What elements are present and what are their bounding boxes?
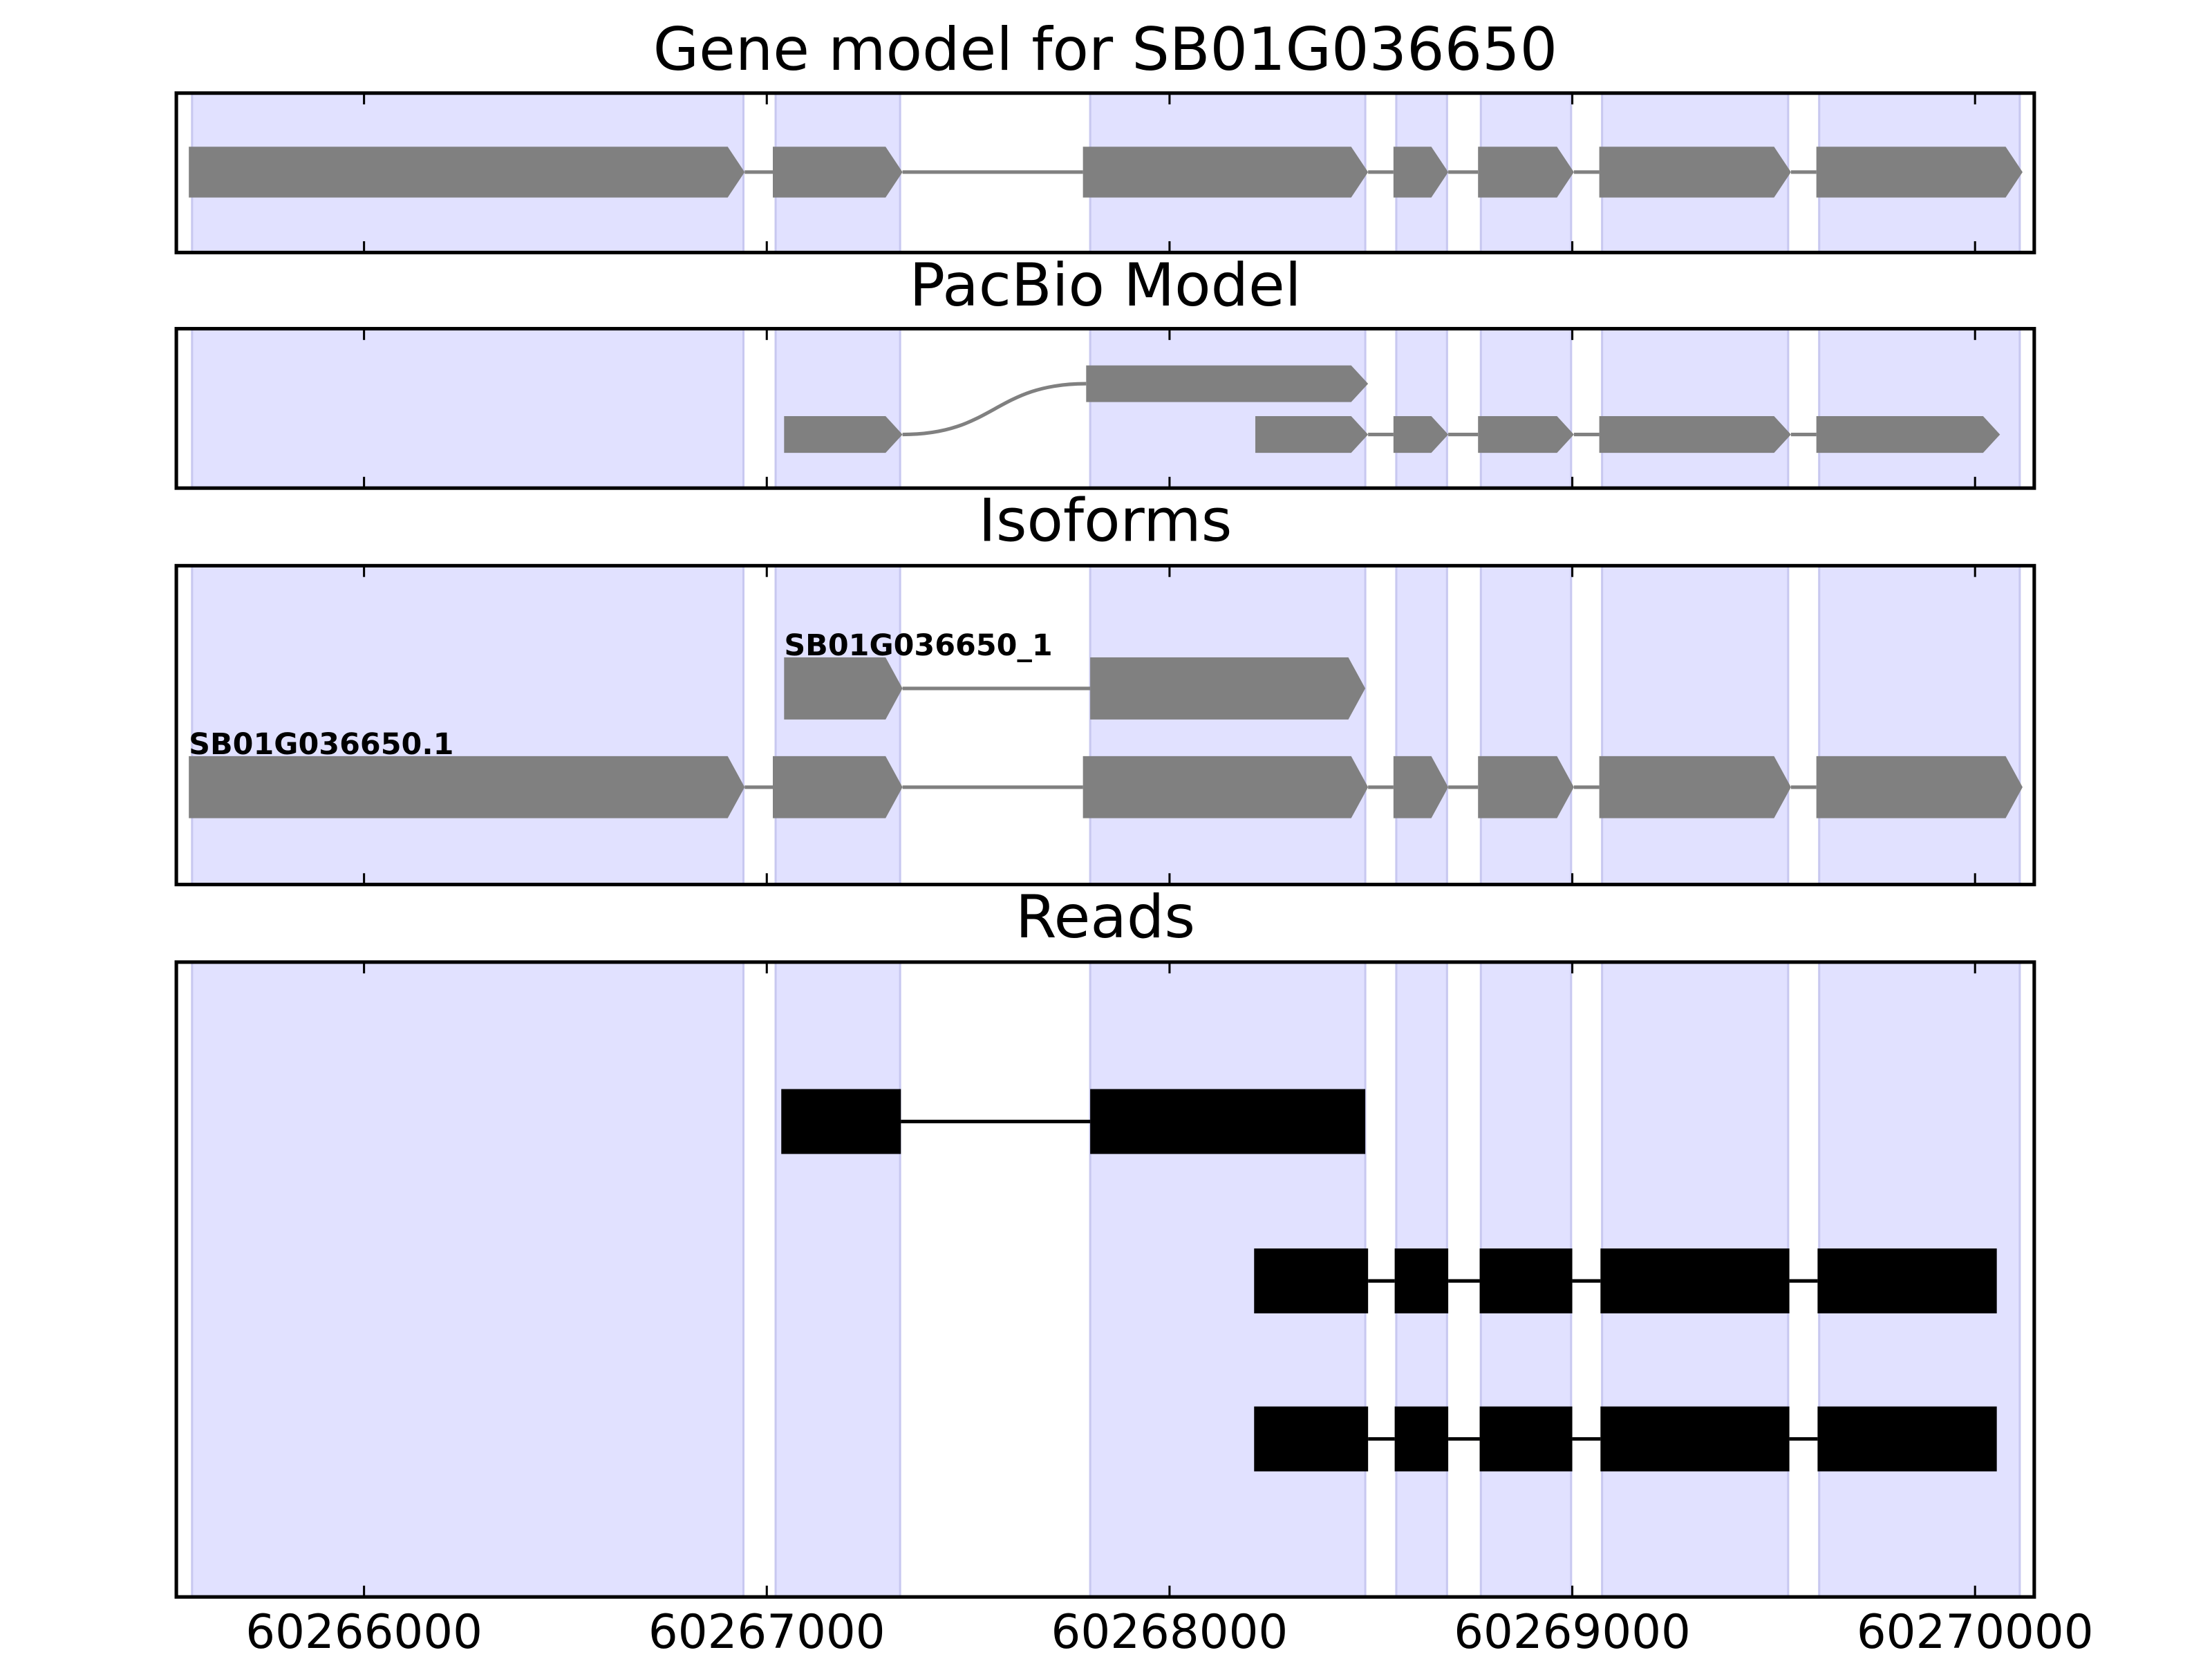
exon — [1393, 756, 1449, 818]
panel-title: Isoforms — [979, 487, 1232, 556]
exon-region — [1479, 564, 1573, 886]
read-block — [1254, 1248, 1369, 1313]
exon — [1599, 756, 1791, 818]
exon — [1816, 416, 2000, 453]
exon-region — [1089, 564, 1367, 886]
exon — [773, 756, 903, 818]
exon-region — [191, 327, 745, 489]
exon — [773, 147, 903, 198]
exon — [784, 416, 903, 453]
read-block — [1394, 1406, 1449, 1472]
panel-frame — [174, 91, 2036, 254]
exon-region — [774, 564, 901, 886]
exon — [1478, 147, 1574, 198]
panel-title: Reads — [1015, 883, 1195, 952]
exon-region — [1395, 327, 1448, 489]
read-block — [1817, 1406, 1997, 1472]
isoform-label: SB01G036650_1 — [784, 628, 1052, 663]
panel-frame — [174, 563, 2036, 887]
exon-region — [1601, 564, 1790, 886]
read-block — [1479, 1406, 1573, 1472]
exon — [1393, 147, 1449, 198]
exon — [1090, 657, 1366, 720]
intron — [902, 382, 1087, 437]
exon — [1599, 416, 1791, 453]
exon-region — [1089, 327, 1367, 489]
exon — [1478, 756, 1574, 818]
x-tick-label: 60268000 — [1051, 1604, 1288, 1659]
read-block — [781, 1089, 901, 1154]
exon — [1082, 147, 1369, 198]
exon — [189, 147, 745, 198]
exon — [1082, 756, 1369, 818]
exon — [784, 657, 903, 720]
exon-region — [1601, 327, 1790, 489]
exon — [1816, 147, 2023, 198]
exon-region — [774, 961, 901, 1598]
panel-title: Gene model for SB01G036650 — [653, 15, 1557, 84]
exon-region — [774, 327, 901, 489]
x-tick-label: 60266000 — [245, 1604, 482, 1659]
exon-region — [1395, 564, 1448, 886]
exon — [1086, 365, 1369, 402]
exon — [1816, 756, 2023, 818]
exon — [1599, 147, 1791, 198]
exon-region — [1818, 564, 2021, 886]
read-block — [1254, 1406, 1369, 1472]
isoform-label: SB01G036650.1 — [189, 727, 453, 762]
panel-title: PacBio Model — [909, 251, 1301, 320]
read-block — [1600, 1406, 1790, 1472]
panel-frame — [174, 960, 2036, 1599]
exon — [1478, 416, 1574, 453]
exon — [1393, 416, 1449, 453]
read-block — [1090, 1089, 1366, 1154]
x-tick-label: 60267000 — [648, 1604, 885, 1659]
read-block — [1600, 1248, 1790, 1313]
read-block — [1479, 1248, 1573, 1313]
read-block — [1817, 1248, 1997, 1313]
panel-frame — [174, 326, 2036, 490]
exon — [1255, 416, 1369, 453]
exon-region — [1818, 327, 2021, 489]
exon — [189, 756, 745, 818]
x-tick-label: 60270000 — [1857, 1604, 2094, 1659]
exon-region — [1479, 327, 1573, 489]
exon-region — [191, 564, 745, 886]
exon-region — [191, 961, 745, 1598]
x-tick-label: 60269000 — [1454, 1604, 1691, 1659]
read-block — [1394, 1248, 1449, 1313]
